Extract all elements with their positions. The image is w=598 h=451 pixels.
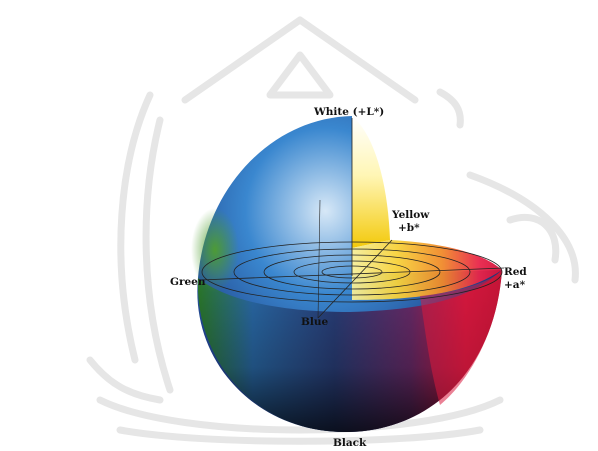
yellow-label: Yellow bbox=[392, 209, 430, 221]
a-axis-label: +a* bbox=[504, 279, 526, 291]
black-label: Black bbox=[333, 437, 367, 449]
blue-label: Blue bbox=[301, 316, 329, 328]
university-seal-watermark-icon bbox=[86, 16, 579, 445]
lab-gridlines bbox=[199, 118, 505, 319]
b-axis-label: +b* bbox=[398, 222, 420, 234]
green-label: Green bbox=[170, 276, 206, 288]
red-label: Red bbox=[504, 266, 527, 278]
white-axis-label: White (+L*) bbox=[314, 106, 385, 118]
